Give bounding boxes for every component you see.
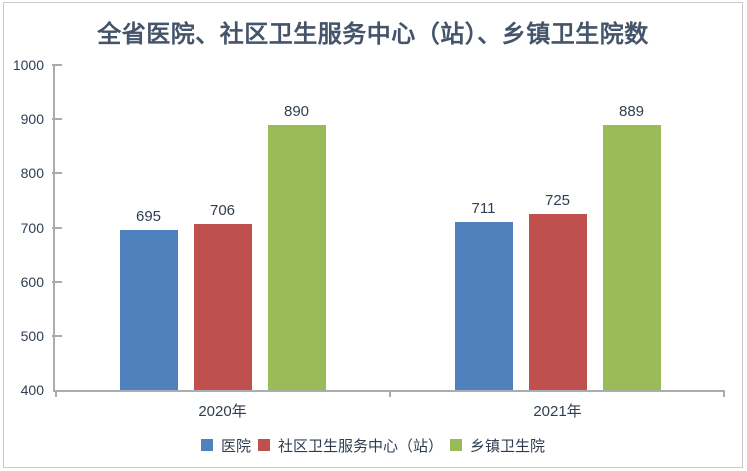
legend-swatch — [200, 439, 213, 451]
y-tick-label: 1000 — [12, 57, 44, 73]
y-tick-mark — [52, 334, 62, 337]
legend-item-乡镇卫生院: 乡镇卫生院 — [450, 435, 545, 456]
chart-canvas: 全省医院、社区卫生服务中心（站）、乡镇卫生院数 400 500 600 700 800 9… — [3, 2, 743, 468]
data-label: 695 — [135, 208, 162, 226]
y-tick-label: 700 — [20, 219, 44, 236]
legend-label: 社区卫生服务中心（站） — [277, 437, 443, 455]
y-axis-labels: 400 500 600 700 800 900 1000 — [4, 57, 44, 398]
y-tick-mark — [52, 118, 62, 121]
legend-swatch — [450, 439, 462, 451]
x-tick-mark — [723, 392, 725, 397]
plot-area: 695 706 890 711 725 889 — [52, 64, 725, 397]
chart-title: 全省医院、社区卫生服务中心（站）、乡镇卫生院数 — [97, 22, 649, 48]
data-label: 725 — [544, 191, 571, 209]
legend: 医院 社区卫生服务中心（站） 乡镇卫生院 — [4, 435, 742, 455]
legend-item-社区卫生服务中心（站）: 社区卫生服务中心（站） — [257, 435, 443, 456]
y-tick-label: 500 — [20, 327, 44, 344]
y-tick-label: 800 — [20, 165, 44, 182]
data-label: 706 — [209, 202, 236, 220]
data-label: 890 — [283, 102, 310, 120]
y-tick-mark — [52, 64, 62, 66]
bar-医院-2020年 — [119, 230, 178, 390]
bar-医院-2021年 — [454, 221, 513, 390]
legend-item-医院: 医院 — [200, 435, 251, 456]
y-tick-mark — [52, 280, 62, 283]
y-tick-mark — [52, 226, 62, 229]
y-tick-mark — [52, 172, 62, 175]
x-axis-labels: 2020年 2021年 — [4, 400, 742, 420]
data-label: 889 — [618, 103, 645, 121]
legend-swatch — [257, 439, 270, 451]
y-tick-label: 600 — [20, 273, 44, 290]
x-tick-mark — [55, 392, 57, 397]
y-tick-label: 900 — [20, 111, 44, 128]
data-label: 711 — [471, 199, 496, 217]
x-tick-mark — [389, 392, 391, 397]
bar-乡镇卫生院-2020年 — [267, 124, 326, 390]
bar-社区卫生服务中心（站）-2021年 — [528, 213, 587, 390]
bar-社区卫生服务中心（站）-2020年 — [193, 224, 252, 390]
bar-乡镇卫生院-2021年 — [602, 125, 661, 390]
legend-label: 医院 — [220, 437, 251, 455]
y-tick-label: 400 — [20, 382, 44, 398]
x-category-label: 2020年 — [198, 403, 247, 420]
x-category-label: 2021年 — [533, 403, 582, 420]
legend-label: 乡镇卫生院 — [470, 437, 546, 455]
